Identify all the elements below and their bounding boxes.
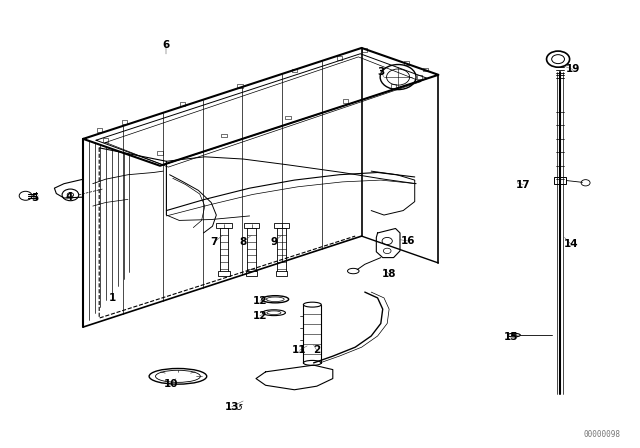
Ellipse shape	[511, 334, 516, 336]
Text: 17: 17	[516, 180, 531, 190]
Bar	[103, 138, 108, 142]
Bar	[221, 134, 227, 137]
Bar	[292, 69, 297, 72]
Bar	[157, 151, 163, 155]
Text: 7: 7	[211, 237, 218, 247]
Text: 14: 14	[564, 239, 578, 249]
Bar	[97, 128, 102, 132]
Bar	[244, 223, 259, 228]
Text: 12: 12	[253, 296, 267, 306]
Text: 00000098: 00000098	[584, 430, 621, 439]
Text: 19: 19	[566, 65, 580, 74]
Bar	[285, 116, 291, 119]
Text: $\circlearrowleft$: $\circlearrowleft$	[233, 402, 244, 412]
Text: 12: 12	[253, 311, 267, 321]
Text: 4: 4	[65, 192, 73, 202]
Bar	[554, 177, 566, 184]
Text: 10: 10	[164, 379, 179, 389]
Text: 18: 18	[382, 269, 396, 279]
Bar	[246, 271, 257, 276]
Bar	[216, 223, 232, 228]
Bar	[276, 271, 287, 276]
Text: 6: 6	[163, 40, 170, 50]
Bar	[122, 120, 127, 124]
Text: 11: 11	[292, 345, 307, 355]
Bar	[391, 84, 396, 88]
Text: 2: 2	[313, 345, 321, 355]
Bar	[337, 56, 342, 60]
Bar	[343, 99, 348, 103]
Bar	[180, 102, 185, 106]
Text: 3: 3	[377, 67, 385, 77]
Bar	[274, 223, 289, 228]
Text: 15: 15	[504, 332, 518, 342]
Bar	[404, 61, 409, 65]
Text: 16: 16	[401, 236, 415, 246]
Bar	[218, 271, 230, 276]
Bar	[423, 68, 428, 71]
Text: 5: 5	[31, 193, 39, 203]
Bar	[417, 75, 422, 79]
Bar	[362, 48, 367, 52]
Text: 8: 8	[239, 237, 247, 247]
Text: 9: 9	[270, 237, 278, 247]
Bar	[237, 84, 243, 88]
Text: 1: 1	[108, 293, 116, 303]
Text: 13: 13	[225, 402, 239, 412]
